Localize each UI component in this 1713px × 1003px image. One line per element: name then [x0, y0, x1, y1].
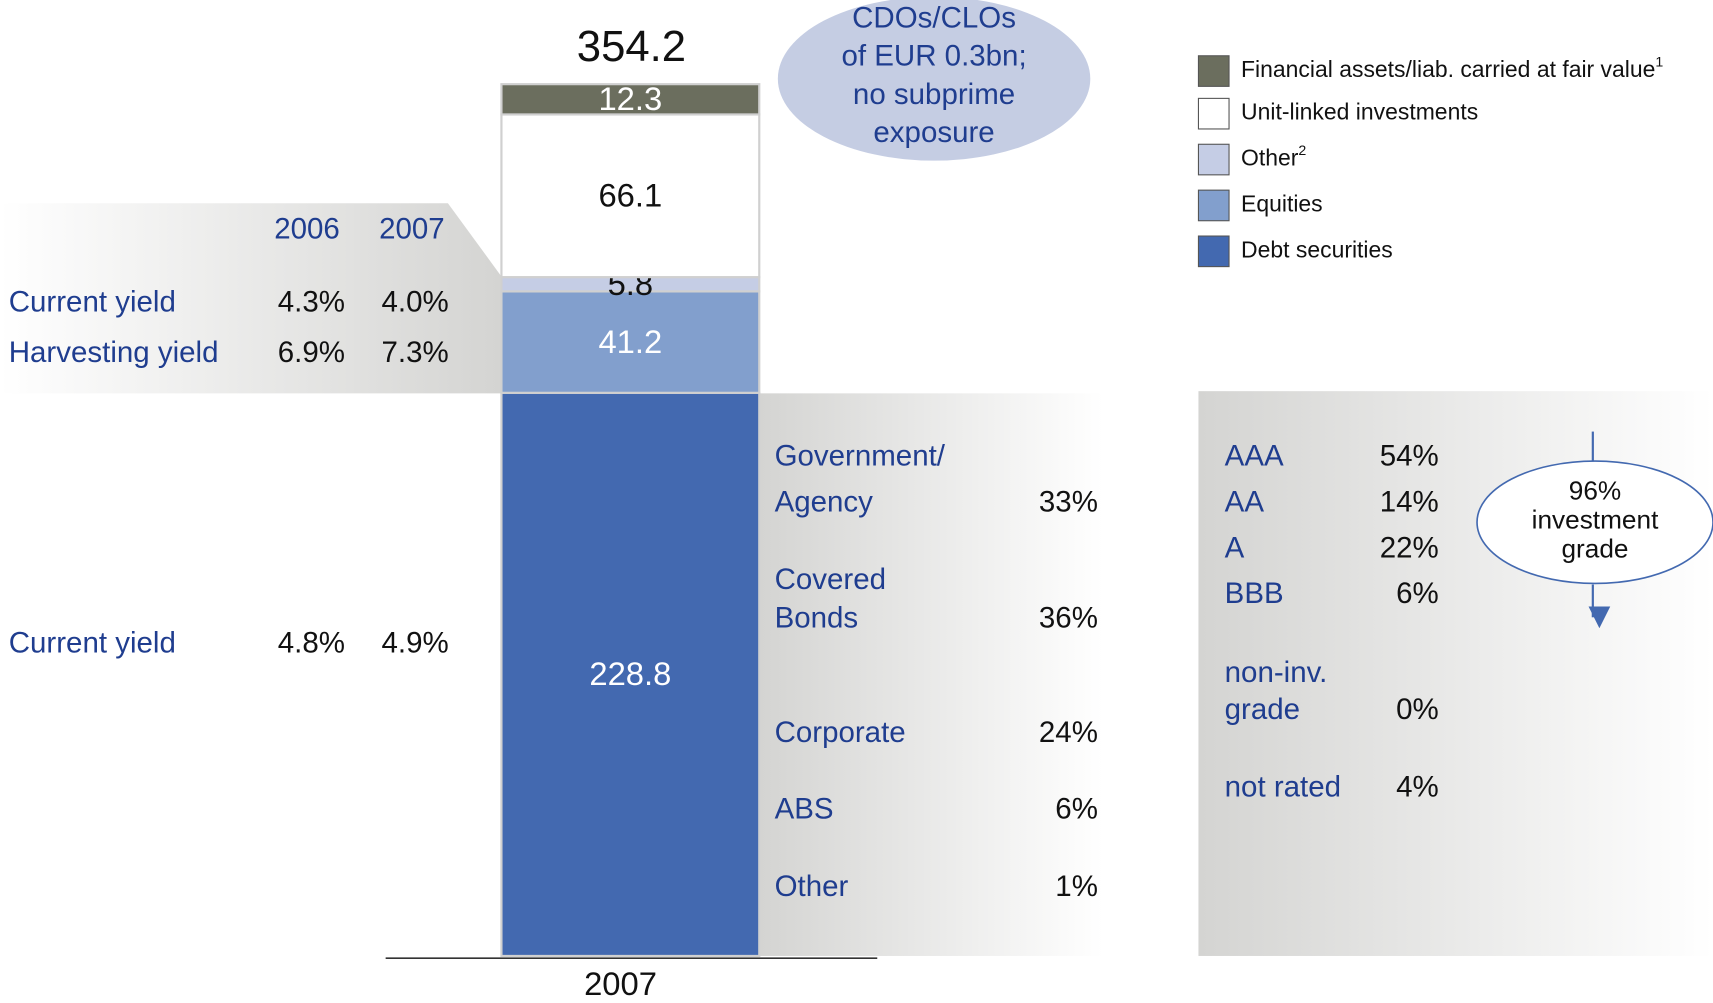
yield-label: Harvesting yield	[9, 336, 219, 369]
yield-value: 4.0%	[382, 286, 449, 319]
legend-label: Debt securities	[1241, 236, 1393, 262]
rating-label: AAA	[1225, 440, 1284, 473]
legend-label: Equities	[1241, 191, 1323, 217]
rating-share: 4%	[1396, 771, 1439, 804]
rating-label: BBB	[1225, 577, 1284, 610]
rating-label: grade	[1225, 693, 1300, 726]
yield-label: Current yield	[9, 286, 176, 319]
legend-label: Other2	[1241, 143, 1306, 171]
breakdown-label: Other	[775, 870, 849, 903]
category-label: 2007	[584, 965, 657, 1002]
legend-name: Debt securities	[1241, 236, 1393, 262]
legend-name: Unit-linked investments	[1241, 99, 1478, 125]
annotation-line: no subprime	[853, 78, 1015, 111]
rating-label: not rated	[1225, 771, 1341, 804]
legend-swatch	[1197, 55, 1230, 87]
note-line: investment	[1532, 505, 1659, 535]
legend-name: Other	[1241, 145, 1299, 171]
bar-segment	[500, 290, 761, 394]
bar-segment	[500, 391, 761, 958]
breakdown-share: 33%	[1039, 485, 1098, 518]
bar-segment	[500, 83, 761, 116]
legend-name: Equities	[1241, 191, 1323, 217]
breakdown-label: Covered	[775, 563, 886, 596]
legend-label: Financial assets/liab. carried at fair v…	[1241, 54, 1663, 82]
breakdown-panel	[759, 393, 1104, 956]
rating-label: non-inv.	[1225, 656, 1328, 689]
footnote-marker: 2	[1298, 143, 1306, 159]
year-header: 2007	[379, 212, 445, 245]
yield-value: 4.3%	[278, 286, 345, 319]
segment-label: 41.2	[598, 323, 662, 360]
annotation-line: exposure	[873, 116, 994, 149]
rating-share: 0%	[1396, 693, 1439, 726]
legend-swatch	[1197, 189, 1230, 222]
equity-panel	[0, 203, 502, 394]
breakdown-share: 1%	[1055, 870, 1098, 903]
annotation-line: CDOs/CLOs	[852, 2, 1016, 35]
rating-label: AA	[1225, 485, 1265, 518]
annotation-bubble	[777, 0, 1091, 161]
rating-label: A	[1225, 531, 1245, 564]
legend-swatch	[1197, 235, 1230, 268]
breakdown-label: Agency	[775, 485, 874, 518]
legend-name: Financial assets/liab. carried at fair v…	[1241, 56, 1655, 82]
annotation-line: of EUR 0.3bn;	[841, 40, 1026, 73]
yield-value: 7.3%	[382, 336, 449, 369]
breakdown-share: 24%	[1039, 716, 1098, 749]
breakdown-label: Government/	[775, 440, 946, 473]
breakdown-label: Bonds	[775, 601, 859, 634]
legend-swatch	[1197, 143, 1230, 176]
rating-share: 14%	[1380, 485, 1439, 518]
breakdown-share: 36%	[1039, 601, 1098, 634]
yield-value: 4.9%	[382, 626, 449, 659]
legend-label: Unit-linked investments	[1241, 99, 1478, 125]
note-line: 96%	[1569, 476, 1621, 506]
legend-swatch	[1197, 97, 1230, 130]
yield-label: Current yield	[9, 626, 176, 659]
segment-label: 66.1	[598, 177, 662, 214]
total-label: 354.2	[577, 22, 686, 71]
segment-label: 12.3	[598, 80, 662, 117]
breakdown-share: 6%	[1055, 792, 1098, 825]
rating-share: 22%	[1380, 531, 1439, 564]
segment-label: 228.8	[589, 655, 671, 692]
breakdown-label: ABS	[775, 792, 834, 825]
yield-value: 6.9%	[278, 336, 345, 369]
note-ellipse	[1476, 460, 1713, 585]
year-header: 2006	[274, 212, 340, 245]
rating-share: 54%	[1380, 440, 1439, 473]
breakdown-label: Corporate	[775, 716, 906, 749]
note-line: grade	[1561, 534, 1628, 564]
rating-share: 6%	[1396, 577, 1439, 610]
footnote-marker: 1	[1655, 54, 1663, 70]
yield-value: 4.8%	[278, 626, 345, 659]
